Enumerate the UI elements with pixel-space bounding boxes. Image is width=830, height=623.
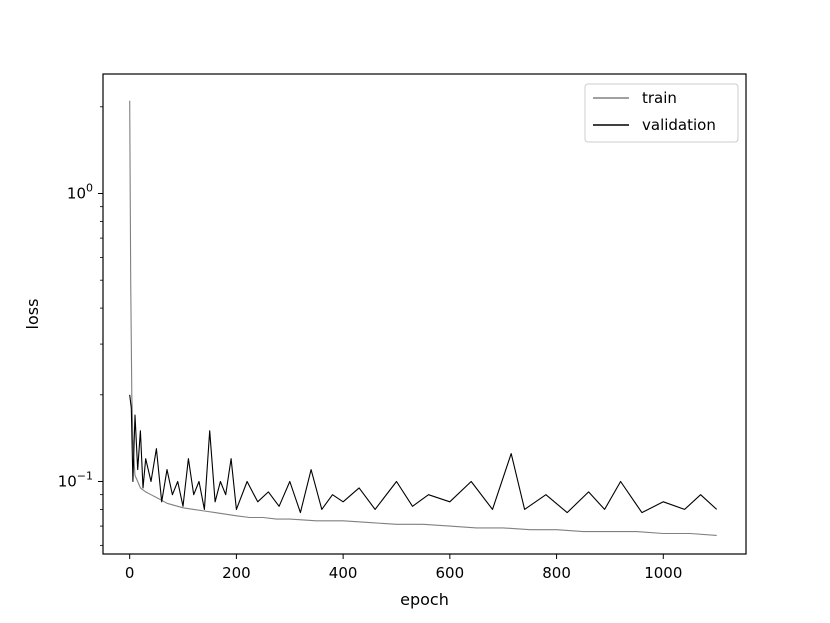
series-line-train	[129, 100, 717, 536]
plot-frame	[102, 73, 747, 555]
x-tick-label: 800	[542, 564, 571, 582]
x-axis-label: epoch	[400, 590, 449, 609]
x-tick-label: 0	[125, 564, 135, 582]
x-tick-label: 400	[329, 564, 358, 582]
legend-train-label: train	[642, 89, 677, 107]
x-tick-label: 200	[222, 564, 251, 582]
y-tick-label: 10−1	[58, 469, 93, 490]
y-axis: 100 10−1	[58, 106, 103, 546]
plot-lines	[129, 100, 718, 536]
series-line-validation	[129, 394, 718, 514]
legend: train validation	[584, 83, 739, 143]
x-tick-label: 1000	[644, 564, 682, 582]
legend-validation-label: validation	[642, 116, 716, 134]
x-tick-label: 600	[436, 564, 465, 582]
x-axis: 0 200 400 600 800 1000	[125, 554, 682, 582]
y-tick-label: 100	[67, 182, 93, 203]
y-axis-label: loss	[23, 299, 42, 330]
